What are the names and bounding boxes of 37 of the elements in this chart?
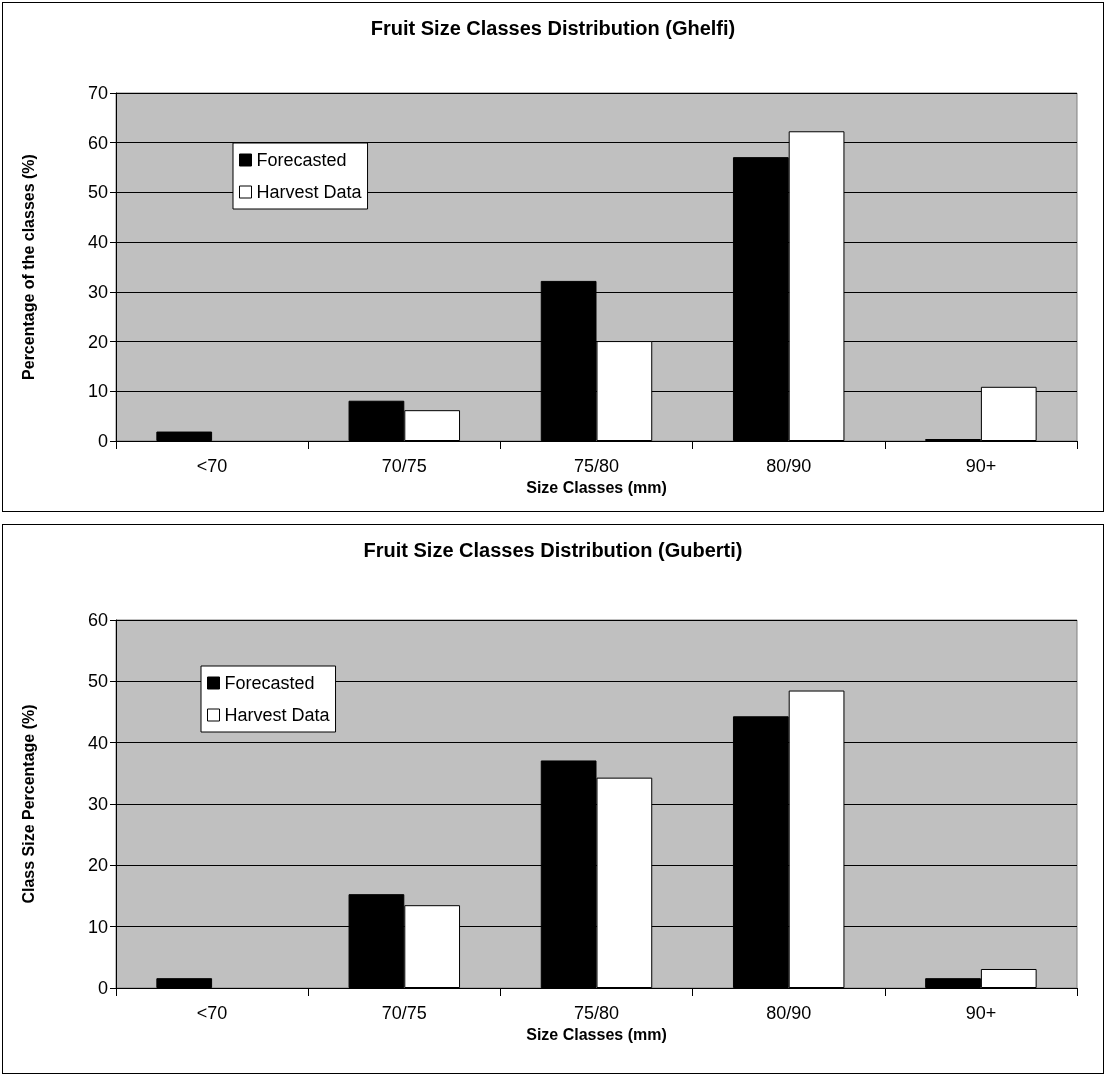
y-tick-label: 40 — [87, 732, 108, 753]
x-tick-label: 75/80 — [573, 456, 620, 476]
x-tick-label: <70 — [196, 456, 228, 476]
chart-title: Fruit Size Classes Distribution (Guberti) — [363, 539, 743, 561]
x-tick-label: 80/90 — [766, 1003, 812, 1023]
legend-label: Harvest Data — [256, 182, 363, 202]
y-tick-label: 20 — [87, 855, 108, 876]
y-tick-label: 30 — [87, 281, 108, 302]
bar — [156, 978, 213, 988]
y-tick-label: 70 — [87, 83, 108, 103]
chart-title: Fruit Size Classes Distribution (Ghelfi) — [370, 17, 736, 39]
legend-label: Forecasted — [256, 150, 347, 170]
legend-label: Harvest Data — [224, 705, 331, 725]
x-tick-label: 90+ — [965, 1003, 997, 1023]
x-tick-label: 70/75 — [381, 456, 427, 476]
y-tick-label: 60 — [87, 610, 108, 630]
legend-label: Forecasted — [224, 673, 315, 693]
y-tick-label: 10 — [87, 381, 108, 402]
x-axis-title: Size Classes (mm) — [526, 479, 667, 497]
y-tick-label: 40 — [87, 232, 108, 253]
x-axis-title: Size Classes (mm) — [526, 1026, 667, 1044]
y-axis-title: Class Size Percentage (%) — [19, 704, 37, 904]
y-tick-label: 50 — [87, 182, 108, 203]
y-tick-label: 0 — [97, 431, 108, 451]
y-tick-label: 20 — [87, 331, 108, 352]
bar — [156, 431, 213, 441]
y-tick-label: 10 — [87, 916, 108, 937]
x-tick-label: 70/75 — [381, 1003, 427, 1023]
x-tick-label: 90+ — [965, 456, 997, 476]
x-tick-label: <70 — [196, 1003, 228, 1023]
y-tick-label: 60 — [87, 132, 108, 153]
y-tick-label: 50 — [87, 671, 108, 692]
y-tick-label: 30 — [87, 794, 108, 814]
x-tick-label: 75/80 — [573, 1003, 620, 1023]
y-tick-label: 0 — [97, 978, 108, 998]
x-tick-label: 80/90 — [766, 456, 812, 476]
y-axis-title: Percentage of the classes (%) — [19, 154, 37, 380]
